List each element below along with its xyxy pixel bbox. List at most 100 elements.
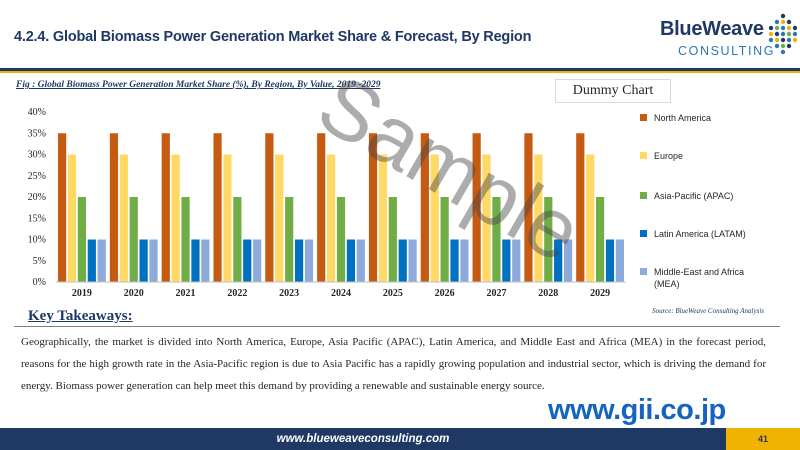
bar (408, 239, 417, 282)
bar (285, 197, 294, 282)
bar (139, 239, 148, 282)
x-tick-label: 2024 (331, 288, 351, 299)
bar (161, 133, 170, 282)
bar (317, 133, 326, 282)
y-tick-label: 10% (28, 235, 46, 246)
company-logo: BlueWeave CONSULTING (660, 12, 797, 62)
y-tick-label: 20% (28, 192, 46, 203)
bar (119, 154, 128, 282)
legend-swatch (640, 152, 647, 159)
bar (576, 133, 585, 282)
logo-wordmark: BlueWeave (660, 18, 764, 40)
header-divider (0, 68, 800, 71)
bar (304, 239, 314, 282)
y-tick-label: 15% (28, 213, 46, 224)
dummy-chart-label: Dummy Chart (555, 79, 671, 103)
x-tick-label: 2027 (486, 288, 506, 299)
x-tick-label: 2029 (590, 288, 610, 299)
corner-watermark: www.gii.co.jp (548, 394, 726, 426)
bar (502, 239, 511, 282)
x-tick-label: 2025 (383, 288, 403, 299)
legend-swatch (640, 114, 647, 121)
takeaways-divider (14, 326, 780, 327)
bar (336, 197, 346, 282)
header-accent-divider (0, 71, 800, 73)
legend-swatch (640, 268, 647, 275)
bar (440, 197, 449, 282)
bar (492, 197, 501, 282)
chart-bars (58, 133, 624, 282)
legend-label: Europe (654, 151, 683, 161)
bar (420, 133, 429, 282)
bar (265, 133, 274, 282)
logo-dots-icon (768, 13, 797, 55)
bar (534, 154, 543, 282)
bar (482, 154, 491, 282)
y-tick-label: 30% (28, 150, 46, 161)
y-tick-label: 40% (28, 107, 46, 118)
bar (77, 197, 87, 282)
bar-chart: 0%5%10%15%20%25%30%35%40% 2019 2020 2021 20… (28, 107, 746, 299)
bar (615, 239, 624, 282)
bar (181, 197, 190, 282)
legend-label: Asia-Pacific (APAC) (654, 191, 733, 201)
footer-website-link[interactable]: www.blueweaveconsulting.com (276, 433, 450, 445)
bar (430, 154, 439, 282)
y-tick-label: 25% (28, 171, 46, 182)
bar (554, 239, 563, 282)
y-tick-label: 0% (33, 277, 46, 288)
logo-subtitle: CONSULTING (678, 44, 776, 58)
bar (388, 197, 397, 282)
x-tick-label: 2022 (227, 288, 247, 299)
source-note: Source: BlueWeave Consulting Analysis (652, 307, 764, 315)
bar (450, 239, 459, 282)
bar (524, 133, 533, 282)
x-tick-label: 2019 (72, 288, 92, 299)
bar (233, 197, 242, 282)
bar (586, 154, 595, 282)
bar (201, 239, 210, 282)
bar (223, 154, 232, 282)
bar (58, 133, 67, 282)
bar (460, 239, 469, 282)
legend-swatch (640, 230, 647, 237)
page-title: 4.2.4. Global Biomass Power Generation M… (14, 29, 532, 45)
x-axis: 2019 2020 2021 2022 2023 2024 2025 2026 2027 2028… (56, 281, 626, 299)
bar (595, 197, 605, 282)
bar (129, 197, 138, 282)
x-tick-label: 2023 (279, 288, 299, 299)
bar (563, 239, 573, 282)
bar (243, 239, 252, 282)
bar (191, 239, 200, 282)
bar (253, 239, 262, 282)
bar (97, 239, 106, 282)
legend-swatch (640, 192, 647, 199)
bar (378, 154, 388, 282)
legend-label: Middle-East and Africa (MEA) (654, 267, 744, 289)
y-tick-label: 5% (33, 256, 46, 267)
bar (346, 239, 355, 282)
bar (109, 133, 119, 282)
bar (213, 133, 222, 282)
chart-legend: North America Europe Asia-Pacific (APAC) La… (640, 113, 746, 289)
legend-label: North America (654, 113, 711, 123)
bar (398, 239, 407, 282)
bar (149, 239, 158, 282)
x-tick-label: 2026 (435, 288, 455, 299)
bar (67, 154, 77, 282)
figure-caption: Fig : Global Biomass Power Generation Ma… (16, 80, 381, 90)
y-axis: 0% 5% 10% 15% 20% 25% 30% 35% 40% (28, 107, 46, 288)
bar (87, 239, 96, 282)
y-tick-label: 35% (28, 128, 46, 139)
bar (544, 197, 553, 282)
bar (275, 154, 284, 282)
bar (472, 133, 481, 282)
bar (294, 239, 304, 282)
bar (356, 239, 365, 282)
bar (327, 154, 336, 282)
bar (605, 239, 615, 282)
bar (171, 154, 180, 282)
bar (368, 133, 378, 282)
key-takeaways-text: Geographically, the market is divided in… (21, 336, 766, 392)
x-tick-label: 2021 (176, 288, 196, 299)
